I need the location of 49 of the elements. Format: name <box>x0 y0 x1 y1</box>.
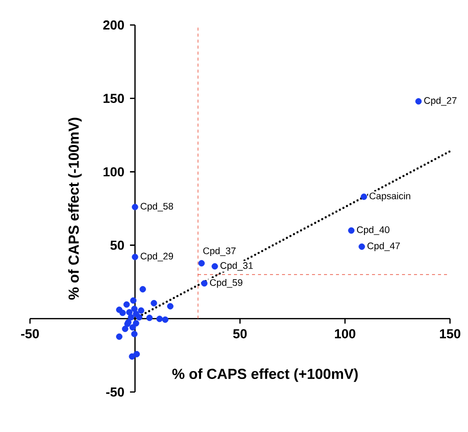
point <box>132 254 138 260</box>
annotation: Cpd_31 <box>220 262 253 271</box>
point <box>415 98 422 105</box>
annotation: Cpd_29 <box>140 252 174 262</box>
annotation: Cpd_40 <box>356 226 390 235</box>
y-tick-label: 100 <box>104 167 124 176</box>
point <box>133 350 140 358</box>
point <box>146 314 153 322</box>
point <box>360 194 368 200</box>
point <box>132 204 138 210</box>
annotation: Cpd_59 <box>210 278 242 288</box>
y-tick-label: 200 <box>103 20 124 30</box>
point <box>128 314 134 320</box>
point <box>201 280 208 287</box>
point <box>212 263 218 270</box>
y-tick-label: -50 <box>106 387 124 397</box>
point <box>162 316 168 323</box>
point <box>131 306 138 312</box>
x-tick-label: 100 <box>334 329 356 338</box>
annotation: Cpd_47 <box>367 242 400 252</box>
point <box>123 301 130 308</box>
point <box>128 353 136 360</box>
x-axis-title: % of CAPS effect (+100mV) <box>172 368 358 382</box>
point <box>138 307 144 314</box>
point <box>140 286 146 292</box>
point <box>131 330 138 338</box>
point <box>198 260 205 266</box>
point <box>122 326 128 332</box>
point <box>136 314 142 320</box>
point <box>119 310 126 316</box>
annotation: Cpd_27 <box>424 96 457 106</box>
annotation: Cpd_58 <box>140 202 174 212</box>
annotation: Capsaicin <box>370 192 410 202</box>
point <box>130 297 137 304</box>
y-axis-title: % of CAPS effect (-100mV) <box>68 118 82 300</box>
x-tick-label: 50 <box>233 329 247 338</box>
point <box>156 316 163 322</box>
point <box>132 320 140 326</box>
x-tick-label: -50 <box>21 329 39 338</box>
y-tick-label: 150 <box>104 94 124 103</box>
x-tick-label: 150 <box>440 329 460 338</box>
point <box>358 243 366 250</box>
point <box>348 227 355 234</box>
annotation: Cpd_37 <box>203 247 236 256</box>
point <box>150 300 158 306</box>
y-tick-label: 50 <box>110 240 124 250</box>
point <box>116 333 122 340</box>
point <box>129 324 136 331</box>
point <box>167 303 174 310</box>
